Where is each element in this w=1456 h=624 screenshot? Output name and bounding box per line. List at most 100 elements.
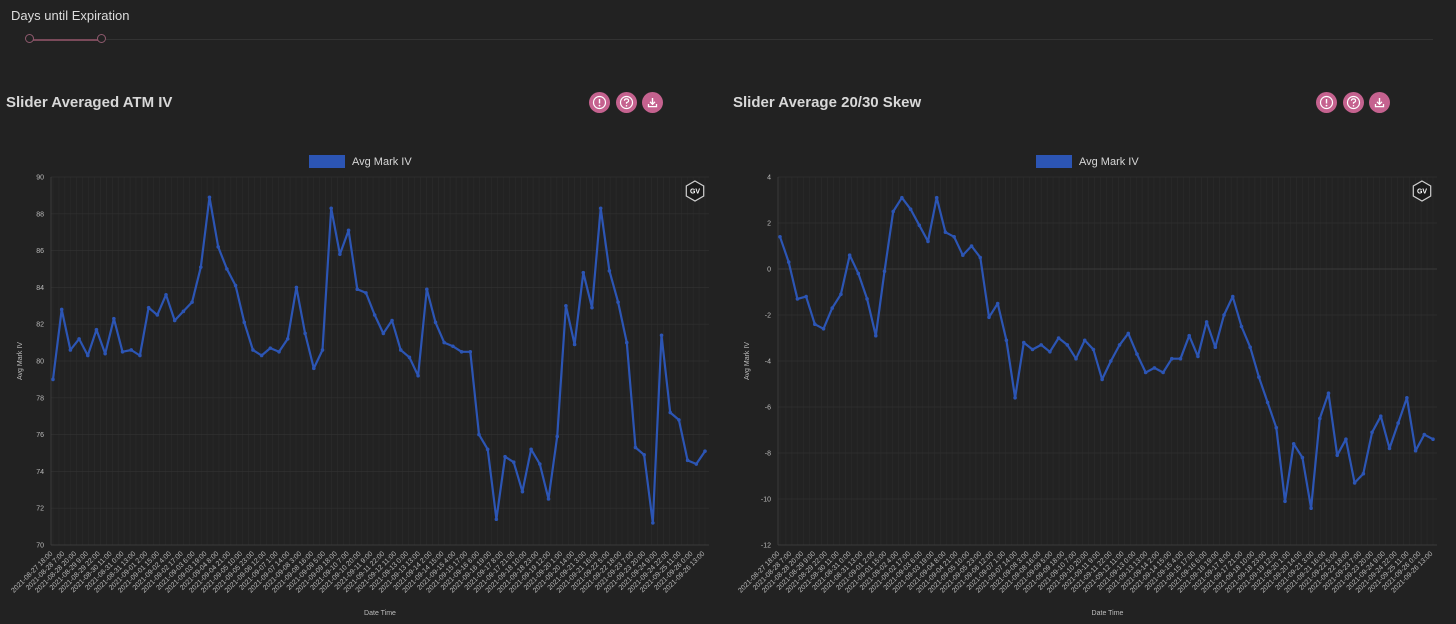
legend-swatch bbox=[309, 155, 345, 168]
data-point bbox=[433, 320, 438, 325]
data-point bbox=[856, 271, 861, 276]
series-line-avg-mark-iv bbox=[51, 196, 706, 524]
data-point bbox=[786, 260, 791, 264]
y-tick-label: -8 bbox=[765, 451, 771, 458]
download-button[interactable] bbox=[642, 92, 663, 113]
data-point bbox=[1056, 336, 1061, 340]
y-tick-label: 70 bbox=[36, 543, 44, 550]
data-point bbox=[1091, 347, 1096, 352]
data-point bbox=[694, 462, 699, 466]
y-tick-label: 76 bbox=[36, 432, 44, 439]
data-point bbox=[225, 267, 229, 271]
data-point bbox=[633, 445, 638, 450]
data-point bbox=[1239, 324, 1244, 329]
y-tick-label: 78 bbox=[36, 395, 44, 402]
data-point bbox=[952, 235, 956, 239]
data-point bbox=[1161, 370, 1165, 375]
data-point bbox=[1257, 375, 1261, 379]
y-tick-label: 4 bbox=[767, 175, 771, 182]
data-point bbox=[503, 454, 507, 459]
data-point bbox=[268, 346, 273, 350]
data-point bbox=[1074, 356, 1078, 361]
info-button[interactable] bbox=[1316, 92, 1337, 113]
data-point bbox=[372, 313, 377, 317]
gv-logo-icon bbox=[1412, 180, 1432, 202]
data-point bbox=[172, 318, 177, 323]
data-point bbox=[164, 292, 168, 297]
info-button[interactable] bbox=[589, 92, 610, 113]
data-point bbox=[1326, 391, 1331, 395]
data-point bbox=[1422, 432, 1427, 437]
help-button[interactable] bbox=[1343, 92, 1364, 113]
data-point bbox=[813, 322, 817, 326]
data-point bbox=[129, 348, 134, 352]
data-point bbox=[1013, 396, 1017, 400]
data-point bbox=[677, 418, 681, 422]
data-point bbox=[138, 353, 142, 358]
data-point bbox=[546, 497, 551, 501]
data-point bbox=[969, 244, 974, 248]
data-point bbox=[390, 318, 394, 323]
y-tick-label: -12 bbox=[761, 543, 771, 550]
data-point bbox=[1344, 437, 1348, 442]
slider-range bbox=[30, 39, 102, 41]
help-button[interactable] bbox=[616, 92, 637, 113]
data-point bbox=[259, 353, 264, 358]
download-icon bbox=[647, 98, 658, 108]
data-point bbox=[685, 458, 690, 463]
data-point bbox=[329, 206, 333, 211]
data-point bbox=[112, 316, 116, 321]
data-point bbox=[1387, 446, 1392, 451]
data-point bbox=[1187, 333, 1192, 338]
x-axis-label: Date Time bbox=[364, 610, 396, 617]
data-point bbox=[1117, 343, 1122, 347]
data-point bbox=[1230, 294, 1235, 299]
data-point bbox=[581, 270, 586, 275]
data-point bbox=[442, 340, 447, 345]
y-tick-label: 72 bbox=[36, 506, 44, 513]
data-point bbox=[346, 228, 351, 233]
data-point bbox=[987, 315, 991, 320]
y-tick-label: 74 bbox=[36, 469, 44, 476]
data-point bbox=[338, 252, 342, 257]
data-point bbox=[873, 333, 878, 338]
data-point bbox=[77, 337, 81, 341]
y-axis-label: Avg Mark IV bbox=[744, 342, 751, 380]
data-point bbox=[1048, 350, 1052, 354]
data-point bbox=[1265, 400, 1270, 405]
data-point bbox=[891, 209, 895, 214]
info-icon bbox=[1319, 95, 1334, 110]
y-tick-label: 90 bbox=[36, 175, 44, 182]
data-point bbox=[1213, 345, 1218, 349]
data-point bbox=[668, 410, 673, 415]
data-point bbox=[821, 327, 826, 331]
y-tick-label: 80 bbox=[36, 359, 44, 366]
data-point bbox=[207, 195, 212, 200]
data-point bbox=[277, 350, 281, 354]
data-point bbox=[1126, 331, 1131, 336]
data-point bbox=[917, 223, 922, 228]
data-point bbox=[1030, 347, 1035, 352]
data-point bbox=[1370, 430, 1374, 435]
download-button[interactable] bbox=[1369, 92, 1390, 113]
data-point bbox=[51, 377, 55, 382]
slider-thumb-max[interactable] bbox=[97, 34, 106, 43]
data-point bbox=[103, 351, 107, 356]
data-point bbox=[934, 195, 939, 200]
data-point bbox=[381, 331, 386, 336]
data-point bbox=[355, 287, 360, 292]
data-point bbox=[285, 337, 290, 341]
data-point bbox=[1004, 338, 1009, 343]
data-point bbox=[233, 283, 238, 288]
data-point bbox=[520, 489, 525, 494]
slider-track[interactable] bbox=[30, 39, 1433, 40]
data-point bbox=[830, 306, 835, 310]
data-point bbox=[1413, 448, 1418, 453]
gv-logo-icon bbox=[685, 180, 705, 202]
slider-label: Days until Expiration bbox=[11, 8, 130, 23]
data-point bbox=[312, 366, 316, 371]
data-point bbox=[1283, 499, 1287, 504]
slider-thumb-min[interactable] bbox=[25, 34, 34, 43]
gv-logo-text: GV bbox=[1417, 189, 1427, 196]
data-point bbox=[146, 305, 151, 310]
